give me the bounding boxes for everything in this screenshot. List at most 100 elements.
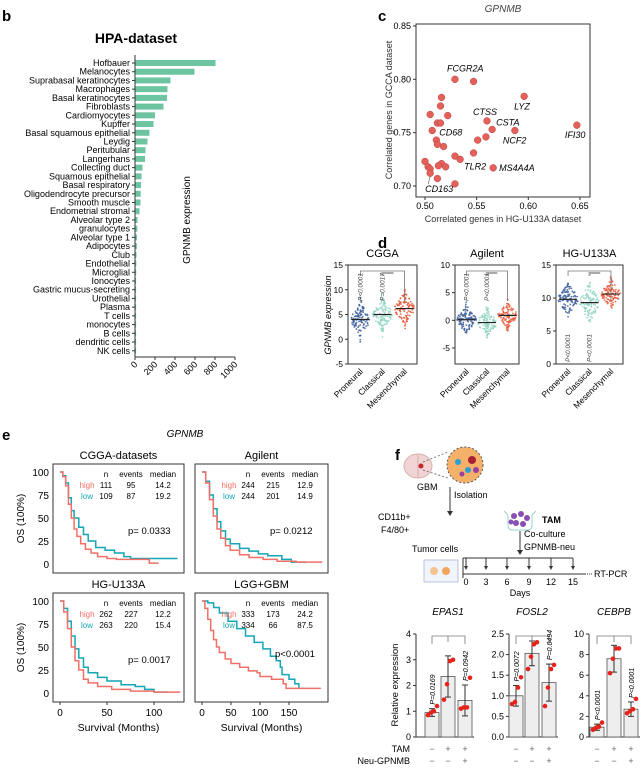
cell-icon — [459, 471, 465, 477]
data-point — [563, 306, 566, 309]
data-point — [486, 334, 489, 336]
data-point — [493, 316, 495, 319]
data-point — [357, 326, 359, 329]
y-tick-label: 0 — [579, 732, 584, 742]
scatter-point — [451, 152, 459, 160]
data-point — [411, 302, 413, 305]
bar — [135, 199, 141, 206]
y-tick-label: 50 — [38, 514, 50, 525]
y-tick-label: 100 — [32, 597, 49, 608]
scatter-point — [437, 93, 446, 102]
data-point — [614, 300, 617, 303]
data-point — [564, 308, 567, 311]
gpnmb-neu-label: GPNMB-neu — [524, 542, 575, 552]
data-point — [616, 646, 622, 651]
day-label: 3 — [483, 577, 488, 587]
data-point — [465, 324, 468, 326]
cell-icon — [455, 459, 461, 465]
data-point — [565, 297, 567, 299]
data-point — [464, 311, 467, 313]
y-tick-label: 10 — [441, 260, 451, 270]
data-point — [354, 310, 357, 313]
data-point — [352, 321, 355, 324]
data-point — [384, 315, 387, 317]
data-point — [581, 305, 584, 308]
data-point — [601, 297, 604, 299]
category-label: Fibroblasts — [86, 102, 131, 112]
y-tick-label: 5 — [546, 326, 551, 336]
data-point — [588, 298, 590, 301]
data-point — [407, 309, 410, 312]
tam-row-label: TAM — [392, 744, 410, 754]
data-point — [606, 294, 609, 297]
data-point — [412, 311, 414, 314]
data-point — [593, 292, 596, 294]
data-point — [585, 303, 588, 306]
data-point — [399, 310, 402, 313]
data-point — [469, 312, 471, 314]
data-point — [568, 312, 570, 314]
data-point — [381, 318, 383, 321]
y-tick-label: 0 — [43, 689, 49, 700]
data-point — [376, 308, 379, 311]
zoom-line — [422, 451, 449, 463]
data-point — [502, 311, 505, 314]
isolation-label: Isolation — [454, 490, 488, 500]
plot-frame — [52, 463, 185, 574]
data-point — [359, 297, 362, 299]
category-label: dendritic cells — [75, 337, 130, 347]
p-value: p<0.0001 — [275, 649, 315, 660]
data-point — [596, 306, 599, 309]
data-point — [357, 315, 360, 317]
km-curve-high — [60, 600, 181, 693]
category-label: NK cells — [97, 346, 131, 356]
x-tick-label: 400 — [162, 359, 180, 377]
category-label: Ionocytes — [91, 276, 130, 286]
neu-sign: + — [546, 756, 551, 766]
data-point — [510, 318, 512, 321]
table-cell: 262 — [99, 610, 113, 619]
scatter-point — [434, 162, 443, 170]
table-header: n — [104, 470, 108, 479]
data-point — [607, 287, 610, 290]
data-point — [351, 323, 354, 326]
table-cell: 220 — [124, 621, 138, 630]
data-point — [378, 307, 381, 310]
data-point — [468, 313, 471, 316]
data-point — [559, 294, 562, 297]
chart-title: HPA-dataset — [95, 30, 178, 46]
p-value: p= 0.0333 — [128, 526, 171, 537]
bar — [135, 330, 137, 337]
data-point — [351, 313, 354, 316]
data-point — [614, 290, 617, 293]
data-point — [491, 320, 494, 323]
data-point — [372, 311, 375, 314]
data-point — [408, 297, 410, 300]
data-point — [594, 300, 597, 302]
data-point — [589, 290, 592, 293]
y-tick-label: 100 — [32, 468, 49, 479]
table-cell: 14.2 — [155, 481, 171, 490]
point-label: CD68 — [439, 128, 462, 138]
data-point — [462, 314, 465, 317]
data-point — [483, 323, 486, 326]
bar — [135, 251, 137, 258]
data-point — [381, 336, 384, 338]
data-point — [353, 319, 356, 322]
data-point — [603, 299, 606, 301]
tam-cells-icon — [508, 511, 530, 527]
x-tick-label: 0.55 — [468, 201, 486, 211]
significance-bracket — [381, 272, 394, 276]
data-point — [561, 305, 564, 308]
y-tick-label: 0.80 — [393, 74, 411, 84]
data-point — [594, 293, 596, 296]
data-point — [528, 654, 534, 659]
data-point — [381, 292, 384, 295]
y-tick-label: 10 — [574, 629, 584, 639]
scatter-point — [511, 126, 519, 135]
data-point — [588, 283, 591, 285]
data-point — [484, 330, 487, 333]
data-point — [483, 318, 486, 321]
panel-letter-d: d — [378, 235, 387, 252]
data-point — [589, 308, 591, 311]
